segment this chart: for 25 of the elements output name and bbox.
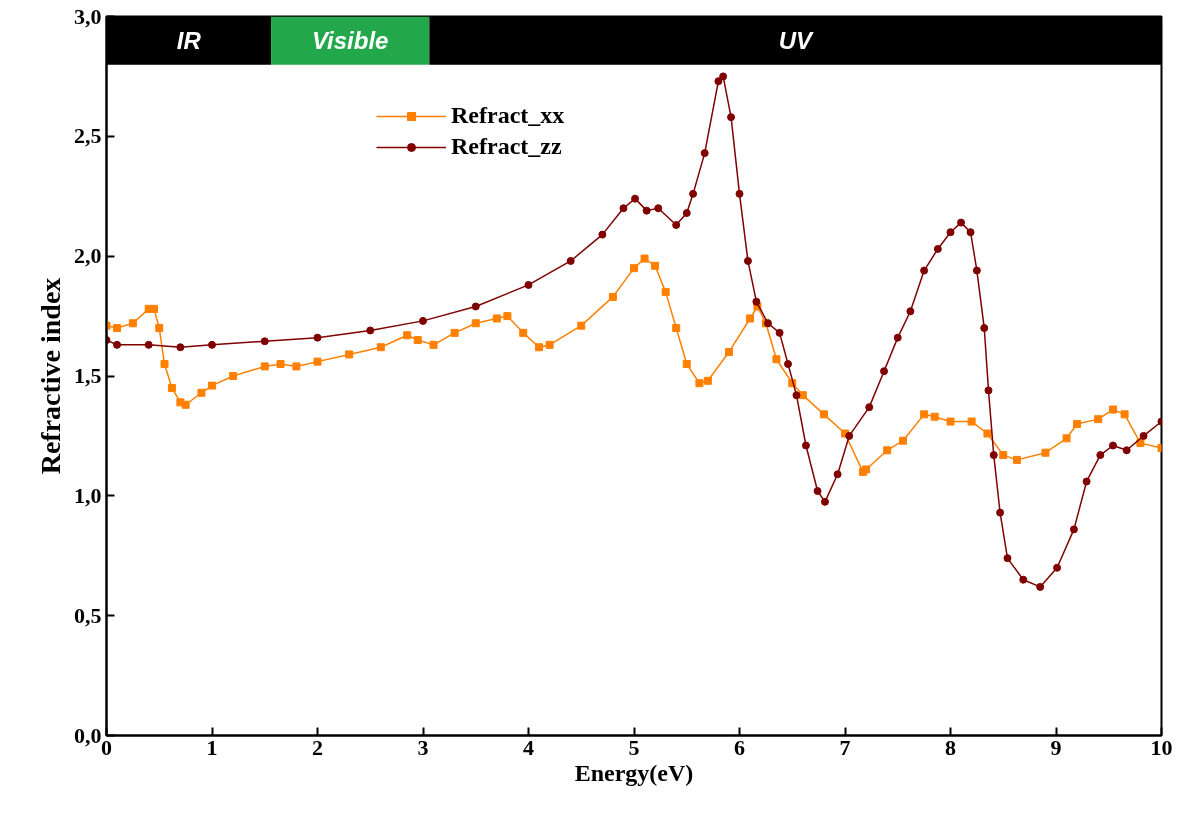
x-tick-label: 2 — [312, 734, 323, 760]
x-tick-label: 3 — [417, 734, 429, 760]
y-tick-label: 1,0 — [74, 482, 102, 508]
y-tick-label: 1,5 — [74, 363, 102, 388]
band-label: Visible — [311, 27, 389, 55]
band-label: IR — [176, 27, 202, 55]
x-tick-label: 4 — [523, 734, 534, 760]
y-axis-title: Refractive index — [35, 277, 66, 475]
x-axis-title: Energy(eV) — [574, 759, 694, 786]
y-tick-label: 2,5 — [74, 123, 102, 149]
x-tick-label: 10 — [1150, 734, 1173, 760]
x-tick-label: 0 — [101, 734, 112, 760]
band-label: UV — [778, 27, 815, 55]
y-tick-label: 0,0 — [74, 722, 102, 748]
y-tick-label: 3,0 — [74, 3, 102, 29]
y-tick-label: 0,5 — [74, 602, 102, 628]
y-tick-label: 2,0 — [74, 243, 102, 269]
x-tick-label: 7 — [839, 734, 851, 760]
x-tick-label: 8 — [945, 734, 956, 760]
legend-label: Refract_zz — [451, 133, 562, 160]
legend-label: Refract_xx — [451, 102, 565, 129]
x-tick-label: 5 — [628, 734, 640, 760]
x-tick-label: 6 — [734, 734, 745, 760]
x-tick-label: 1 — [206, 734, 218, 760]
x-tick-label: 9 — [1050, 734, 1062, 760]
